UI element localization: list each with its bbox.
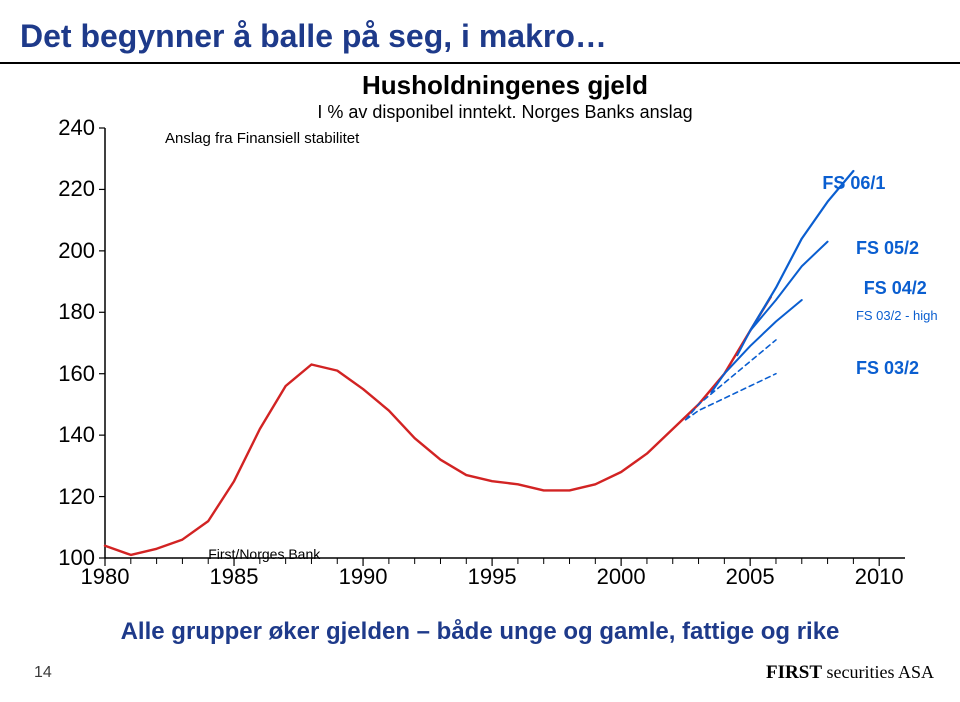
- series-label-fs_04_2: FS 04/2: [864, 278, 927, 299]
- chart-svg: [105, 128, 905, 558]
- y-tick-label: 140: [58, 422, 95, 448]
- page-number: 14: [34, 664, 52, 682]
- slide-caption: Alle grupper øker gjelden – både unge og…: [0, 618, 960, 646]
- x-tick-label: 2010: [855, 564, 904, 590]
- x-tick-label: 2005: [726, 564, 775, 590]
- y-tick-label: 240: [58, 115, 95, 141]
- x-tick-label: 2000: [597, 564, 646, 590]
- x-tick-label: 1995: [468, 564, 517, 590]
- series-label-fs_06_1: FS 06/1: [822, 173, 885, 194]
- first-securities-logo: FIRST securities ASA: [766, 662, 934, 684]
- chart-title: Husholdningenes gjeld: [105, 70, 905, 101]
- y-tick-label: 220: [58, 176, 95, 202]
- x-tick-label: 1980: [81, 564, 130, 590]
- series-fs_04_2: [711, 300, 801, 392]
- y-tick-label: 200: [58, 238, 95, 264]
- series-label-fs_05_2: FS 05/2: [856, 238, 919, 259]
- chart-subtitle: I % av disponibel inntekt. Norges Banks …: [105, 102, 905, 123]
- logo-rest: securities ASA: [822, 662, 934, 682]
- logo-bold: FIRST: [766, 662, 822, 683]
- slide-title: Det begynner å balle på seg, i makro…: [20, 18, 607, 55]
- chart-source-note: First/Norges Bank: [208, 546, 320, 562]
- y-tick-label: 160: [58, 361, 95, 387]
- series-label-fs_03_2: FS 03/2: [856, 358, 919, 379]
- chart-container: Husholdningenes gjeld I % av disponibel …: [105, 70, 905, 570]
- x-tick-label: 1985: [210, 564, 259, 590]
- x-tick-label: 1990: [339, 564, 388, 590]
- series-fs_03_2: [686, 374, 776, 420]
- series-fs_06_1: [750, 171, 853, 331]
- series-actual: [105, 297, 771, 555]
- series-fs_05_2: [737, 242, 827, 356]
- y-tick-label: 120: [58, 484, 95, 510]
- plot-area: 1001201401601802002202401980198519901995…: [105, 128, 905, 558]
- series-label-fs_03_2_high: FS 03/2 - high: [856, 308, 938, 323]
- y-tick-label: 180: [58, 299, 95, 325]
- title-rule: [0, 62, 960, 64]
